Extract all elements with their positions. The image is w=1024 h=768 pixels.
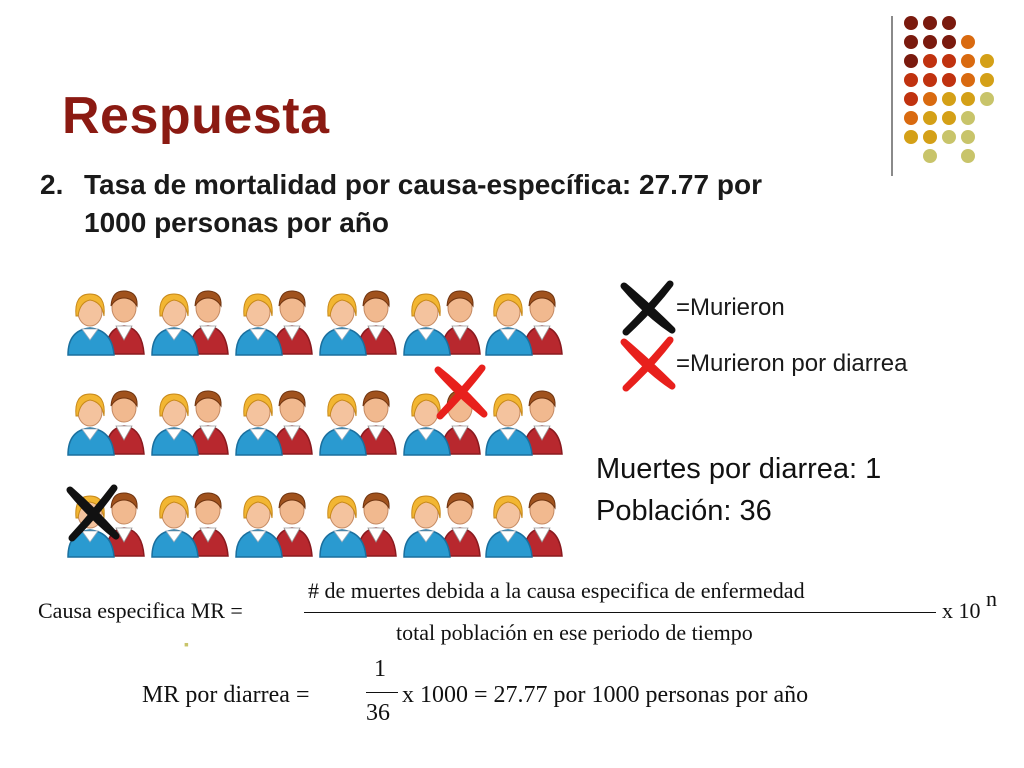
- people-pair-icon: [150, 280, 232, 356]
- people-pair-icon: [318, 280, 400, 356]
- black-cross-icon: [66, 484, 120, 542]
- divider-line: [891, 16, 893, 176]
- people-pair-icon: [234, 482, 316, 558]
- people-pair-icon: [318, 482, 400, 558]
- people-pair-icon: [484, 380, 566, 456]
- formula2-lhs: MR por diarrea =: [142, 682, 310, 708]
- decorative-dot: [904, 111, 918, 125]
- formula2-denominator: 36: [366, 700, 390, 726]
- decorative-dot: [942, 130, 956, 144]
- decorative-dot: [904, 92, 918, 106]
- decorative-dot: [942, 73, 956, 87]
- formula1-lhs: Causa especifica MR =: [38, 598, 243, 623]
- people-pair-icon: [66, 380, 148, 456]
- decorative-dot: [904, 130, 918, 144]
- facts: Muertes por diarrea: 1 Población: 36: [596, 448, 881, 532]
- decorative-dot: [980, 73, 994, 87]
- formula2-rhs: x 1000 = 27.77 por 1000 personas por año: [402, 682, 809, 708]
- formula1-denominator: total población en ese periodo de tiempo: [396, 620, 753, 645]
- decorative-dot: [923, 149, 937, 163]
- decorative-dot: [923, 73, 937, 87]
- decorative-dot: [980, 54, 994, 68]
- bullet: ▪: [184, 636, 189, 652]
- red-cross-icon: [434, 364, 488, 420]
- decorative-dot: [961, 54, 975, 68]
- decorative-dot: [942, 111, 956, 125]
- people-pair-icon: [484, 280, 566, 356]
- decorative-dot: [961, 149, 975, 163]
- red-cross-icon: [620, 336, 676, 392]
- people-pair-icon: [150, 482, 232, 558]
- formula-diarrhea: MR por diarrea = 1 36 x 1000 = 27.77 por…: [142, 656, 1002, 736]
- people-pair-icon: [318, 380, 400, 456]
- people-pair-icon: [66, 280, 148, 356]
- subtitle: 2. Tasa de mortalidad por causa-específic…: [40, 166, 920, 242]
- decorative-dot: [961, 35, 975, 49]
- decorative-dot: [923, 92, 937, 106]
- people-pair-icon: [150, 380, 232, 456]
- formula-general: Causa especifica MR = # de muertes debid…: [38, 574, 1018, 654]
- legend-died: =Murieron: [620, 280, 785, 336]
- decorative-dot: [904, 54, 918, 68]
- people-pair-icon: [402, 280, 484, 356]
- people-pair-icon: [484, 482, 566, 558]
- decorative-dot: [961, 92, 975, 106]
- subtitle-line1: Tasa de mortalidad por causa-específica:…: [84, 169, 762, 200]
- decorative-dot: [961, 111, 975, 125]
- decorative-dot: [904, 16, 918, 30]
- decorative-dot: [961, 130, 975, 144]
- people-pair-icon: [234, 380, 316, 456]
- formula2-fraction-bar: [366, 692, 398, 693]
- decorative-dot: [923, 35, 937, 49]
- decorative-dot: [923, 16, 937, 30]
- decorative-dot: [942, 16, 956, 30]
- subtitle-number: 2.: [40, 169, 64, 200]
- decorative-dot: [923, 54, 937, 68]
- people-pair-icon: [234, 280, 316, 356]
- formula1-multiplier: x 10: [942, 598, 981, 623]
- people-pair-icon: [402, 380, 484, 456]
- decorative-dot: [942, 92, 956, 106]
- formula1-fraction-bar: [304, 612, 936, 613]
- decorative-dot: [942, 54, 956, 68]
- formula1-numerator: # de muertes debida a la causa especific…: [308, 578, 805, 603]
- decorative-dot: [923, 130, 937, 144]
- black-cross-icon: [620, 280, 676, 336]
- slide-title: Respuesta: [62, 87, 330, 145]
- population-count: Población: 36: [596, 495, 772, 527]
- decorative-dot: [980, 92, 994, 106]
- people-pair-icon: [402, 482, 484, 558]
- legend-died-diarrhea: =Murieron por diarrea: [620, 336, 907, 392]
- legend-died-diarrhea-label: =Murieron por diarrea: [676, 350, 908, 377]
- decorative-dot: [923, 111, 937, 125]
- formula1-exponent: n: [986, 586, 997, 611]
- decorative-dot: [942, 35, 956, 49]
- decorative-dot: [961, 73, 975, 87]
- subtitle-line2: 1000 personas por año: [84, 207, 390, 238]
- decorative-dot: [904, 73, 918, 87]
- legend-died-label: =Murieron: [676, 294, 785, 321]
- decorative-dot: [904, 35, 918, 49]
- deaths-count: Muertes por diarrea: 1: [596, 453, 882, 485]
- formula2-numerator: 1: [374, 656, 386, 682]
